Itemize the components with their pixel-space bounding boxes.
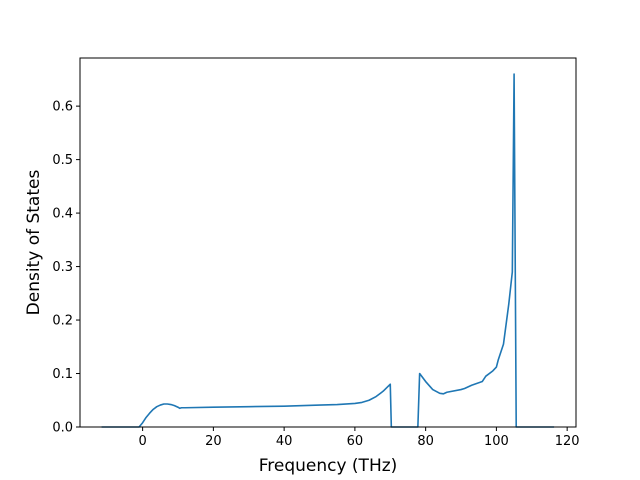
x-tick-label: 40 [276, 434, 293, 449]
x-tick-label: 0 [138, 434, 146, 449]
x-tick-label: 100 [484, 434, 509, 449]
x-axis-title: Frequency (THz) [259, 456, 398, 476]
y-axis-title: Density of States [24, 170, 44, 316]
plot-area [101, 73, 555, 428]
y-tick-label: 0.1 [52, 367, 73, 382]
y-tick-label: 0.2 [52, 314, 73, 329]
x-tick-label: 60 [347, 434, 364, 449]
y-tick-label: 0.3 [52, 260, 73, 275]
y-axis-ticks: 0.0 0.1 0.2 0.3 0.4 0.5 0.6 [52, 100, 80, 436]
y-tick-label: 0.0 [52, 421, 73, 436]
x-axis-ticks: 0 20 40 60 80 100 120 [138, 427, 580, 449]
y-tick-label: 0.6 [52, 100, 73, 115]
series-line-0 [101, 73, 555, 428]
y-tick-label: 0.4 [52, 207, 73, 222]
x-tick-label: 120 [555, 434, 580, 449]
y-tick-label: 0.5 [52, 153, 73, 168]
x-tick-label: 80 [417, 434, 434, 449]
x-tick-label: 20 [205, 434, 222, 449]
plot-frame [79, 57, 577, 428]
